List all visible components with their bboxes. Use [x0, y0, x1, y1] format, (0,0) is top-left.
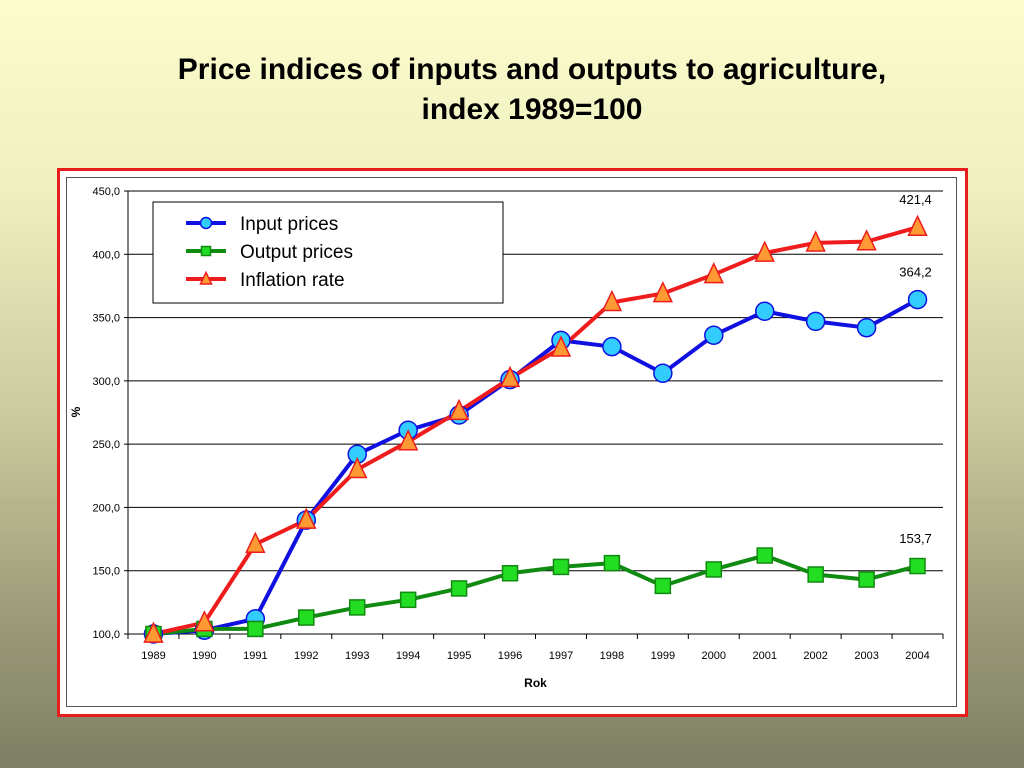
data-point-input-prices: [653, 363, 673, 384]
data-point-inflation-rate: [754, 240, 775, 262]
x-tick-label: 1996: [498, 650, 522, 662]
legend-label: Output prices: [240, 242, 353, 263]
y-tick-label: 300,0: [92, 376, 120, 388]
x-tick-label: 2003: [854, 650, 878, 662]
data-point-inflation-rate: [499, 365, 521, 388]
legend-marker: [199, 270, 213, 285]
x-tick-label: 1993: [345, 650, 369, 662]
data-point-output-prices: [603, 554, 621, 572]
y-tick-label: 450,0: [92, 186, 120, 198]
y-tick-label: 150,0: [92, 566, 120, 578]
data-point-input-prices: [754, 301, 775, 321]
data-point-output-prices: [705, 561, 723, 578]
legend-label: Inflation rate: [240, 270, 345, 291]
data-point-output-prices: [450, 580, 468, 597]
x-axis-title: Rok: [524, 676, 547, 690]
x-tick-label: 1995: [447, 650, 471, 662]
series-line-output-prices: [153, 553, 919, 636]
y-tick-label: 350,0: [92, 313, 120, 325]
y-axis-title: %: [69, 406, 83, 417]
data-label: 421,4: [899, 192, 932, 207]
x-tick-label: 2000: [702, 650, 726, 662]
legend-label: Input prices: [240, 214, 338, 235]
x-tick-label: 2001: [752, 650, 776, 662]
data-point-inflation-rate: [550, 335, 572, 357]
data-point-output-prices: [247, 620, 264, 638]
data-point-input-prices: [907, 289, 928, 310]
data-point-inflation-rate: [347, 456, 368, 479]
x-tick-label: 1992: [294, 650, 318, 662]
x-tick-label: 1999: [651, 650, 675, 662]
y-tick-label: 400,0: [92, 249, 120, 261]
series-line-inflation-rate: [153, 225, 919, 636]
data-point-inflation-rate: [907, 214, 928, 237]
data-point-inflation-rate: [245, 531, 266, 553]
data-point-output-prices: [909, 557, 926, 575]
data-point-inflation-rate: [652, 280, 674, 303]
y-tick-label: 100,0: [92, 629, 120, 641]
data-point-output-prices: [552, 558, 570, 576]
x-tick-label: 1991: [243, 650, 267, 662]
data-point-inflation-rate: [143, 621, 164, 643]
x-tick-label: 1990: [192, 650, 216, 662]
legend-marker: [199, 216, 213, 230]
data-point-output-prices: [807, 566, 824, 583]
title-line-2: index 1989=100: [421, 93, 643, 126]
x-tick-label: 1998: [600, 650, 624, 662]
data-point-output-prices: [654, 577, 672, 595]
x-tick-label: 2004: [905, 650, 929, 662]
data-point-input-prices: [602, 336, 622, 357]
data-point-output-prices: [399, 591, 417, 609]
x-tick-label: 1997: [549, 650, 573, 662]
title-line-1: Price indices of inputs and outputs to a…: [177, 53, 887, 86]
data-point-inflation-rate: [448, 398, 470, 421]
data-point-inflation-rate: [194, 610, 215, 632]
series-line-input-prices: [153, 297, 919, 636]
data-point-inflation-rate: [397, 429, 419, 451]
x-tick-label: 1989: [141, 650, 165, 662]
data-point-output-prices: [756, 547, 773, 564]
legend-marker: [200, 245, 212, 257]
data-point-inflation-rate: [703, 261, 724, 284]
data-point-input-prices: [704, 325, 724, 346]
x-tick-label: 1994: [396, 650, 420, 662]
y-tick-label: 250,0: [92, 439, 120, 451]
data-point-output-prices: [298, 609, 315, 626]
x-tick-label: 2002: [803, 650, 827, 662]
data-point-output-prices: [348, 599, 366, 616]
data-point-inflation-rate: [805, 230, 826, 252]
data-point-inflation-rate: [856, 229, 877, 251]
data-point-output-prices: [858, 571, 875, 588]
data-point-inflation-rate: [601, 289, 623, 312]
data-point-input-prices: [856, 317, 877, 338]
slide-title: Price indices of inputs and outputs to a…: [60, 50, 1004, 130]
data-point-inflation-rate: [296, 507, 317, 529]
data-point-output-prices: [501, 564, 519, 582]
data-label: 364,2: [899, 265, 932, 280]
data-label: 153,7: [899, 531, 932, 546]
y-tick-label: 200,0: [92, 502, 120, 514]
data-point-input-prices: [805, 311, 826, 332]
